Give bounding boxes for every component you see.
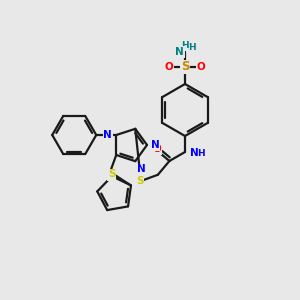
Text: S: S xyxy=(107,170,115,180)
Text: O: O xyxy=(165,62,173,72)
Text: N: N xyxy=(151,140,160,150)
Text: H: H xyxy=(197,148,205,158)
Text: N: N xyxy=(137,164,146,174)
Text: H: H xyxy=(188,43,196,52)
Text: S: S xyxy=(181,61,189,74)
Text: O: O xyxy=(196,62,206,72)
Text: O: O xyxy=(152,144,161,154)
Text: H: H xyxy=(181,40,189,50)
Text: N: N xyxy=(190,148,199,158)
Text: N: N xyxy=(175,47,184,57)
Text: S: S xyxy=(108,169,116,179)
Text: S: S xyxy=(136,176,144,186)
Text: N: N xyxy=(103,130,112,140)
